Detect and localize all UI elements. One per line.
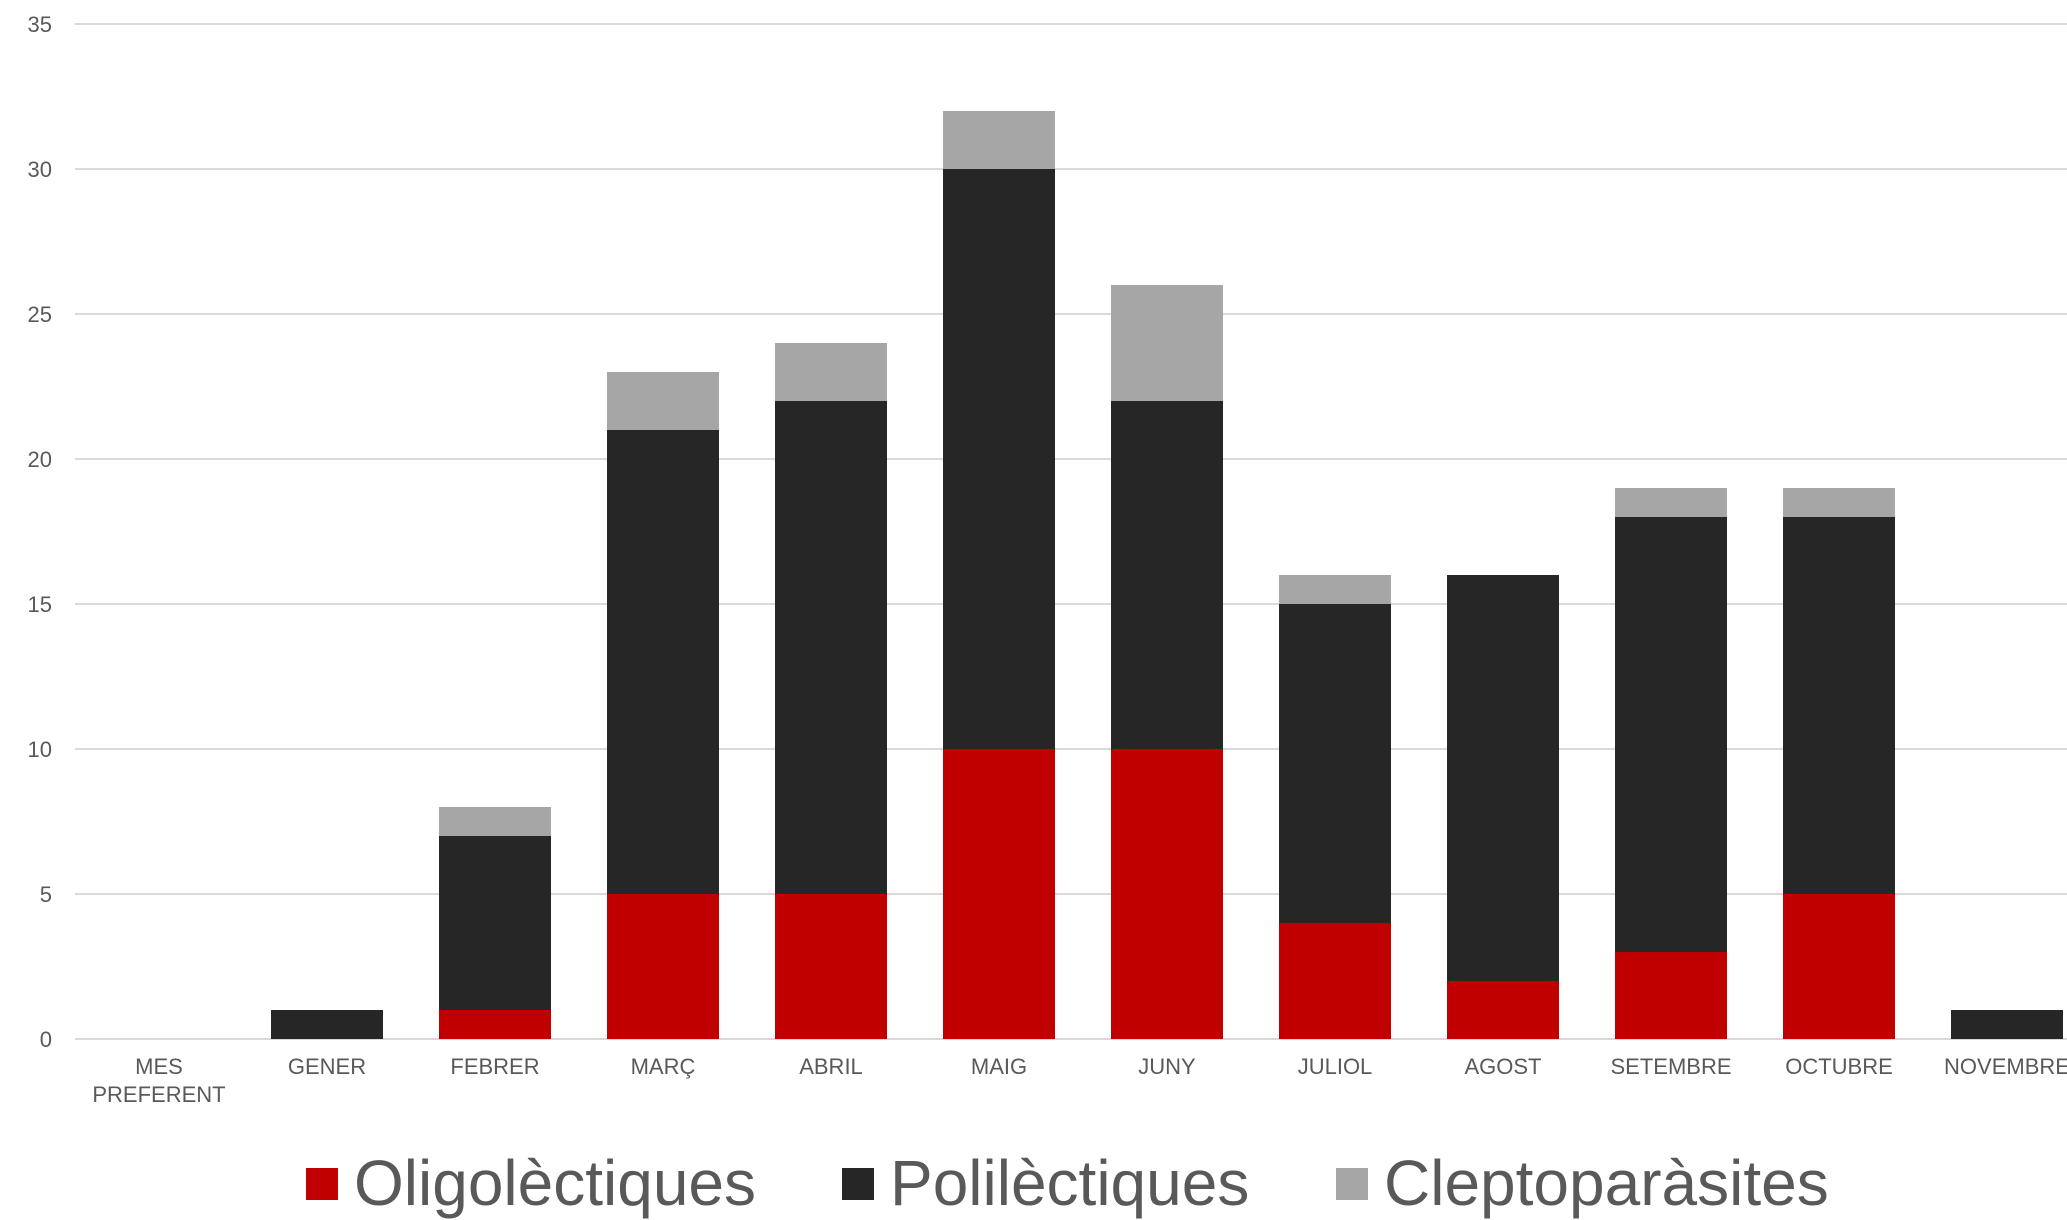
bar-segment	[1279, 604, 1391, 923]
x-tick-label: ABRIL	[799, 1054, 863, 1079]
x-tick-label: NOVEMBRE	[1944, 1054, 2067, 1079]
y-axis-ticks: 0 5 10 15 20 25 30 35	[28, 12, 52, 1052]
bar-segment	[439, 836, 551, 1010]
bar-segment	[1111, 401, 1223, 749]
y-tick-label: 10	[28, 737, 52, 762]
bar-segment	[271, 1010, 383, 1039]
y-tick-label: 35	[28, 12, 52, 37]
x-tick-label: MES PREFERENT	[92, 1054, 225, 1107]
legend-swatch	[842, 1168, 874, 1200]
bar-segment	[943, 749, 1055, 1039]
y-tick-label: 0	[40, 1027, 52, 1052]
bar-segment	[607, 372, 719, 430]
bar-segment	[1447, 981, 1559, 1039]
y-tick-label: 5	[40, 882, 52, 907]
legend-label: Oligolèctiques	[354, 1147, 756, 1219]
bar-segment	[1111, 749, 1223, 1039]
x-tick-label: FEBRER	[450, 1054, 539, 1079]
y-tick-label: 30	[28, 157, 52, 182]
bar-segment	[1615, 517, 1727, 952]
x-tick-label: SETEMBRE	[1610, 1054, 1731, 1079]
bar-segment	[1951, 1010, 2063, 1039]
x-tick-label: JUNY	[1138, 1054, 1196, 1079]
y-tick-label: 25	[28, 302, 52, 327]
legend-label: Cleptoparàsites	[1384, 1147, 1829, 1219]
bar-segment	[607, 894, 719, 1039]
bar-segment	[1279, 923, 1391, 1039]
legend-swatch	[306, 1168, 338, 1200]
x-tick-label: AGOST	[1464, 1054, 1541, 1079]
bar-segment	[1615, 488, 1727, 517]
bar-segment	[1279, 575, 1391, 604]
bar-segment	[1615, 952, 1727, 1039]
y-tick-label: 20	[28, 447, 52, 472]
y-tick-label: 15	[28, 592, 52, 617]
gridlines	[75, 23, 2067, 1040]
bar-segment	[1783, 517, 1895, 894]
bar-segment	[775, 894, 887, 1039]
bar-segment	[1783, 488, 1895, 517]
bar-segment	[775, 343, 887, 401]
bar-segment	[943, 169, 1055, 749]
legend: Oligolèctiques Polilèctiques Cleptoparàsit…	[306, 1147, 1829, 1219]
x-axis-ticks: MES PREFERENT GENER FEBRER MARÇ ABRIL MAIG JUNY…	[92, 1054, 2067, 1107]
bar-segment	[607, 430, 719, 894]
x-tick-label: MARÇ	[631, 1054, 696, 1079]
bar-segment	[439, 807, 551, 836]
legend-swatch	[1336, 1168, 1368, 1200]
bar-segment	[943, 111, 1055, 169]
bar-segment	[439, 1010, 551, 1039]
x-tick-label: MAIG	[971, 1054, 1027, 1079]
x-tick-label: OCTUBRE	[1785, 1054, 1893, 1079]
x-tick-label: GENER	[288, 1054, 366, 1079]
bar-segment	[775, 401, 887, 894]
x-tick-label: JULIOL	[1298, 1054, 1373, 1079]
bar-segment	[1111, 285, 1223, 401]
bar-segment	[1783, 894, 1895, 1039]
bar-segment	[1447, 575, 1559, 981]
legend-label: Polilèctiques	[890, 1147, 1249, 1219]
bars	[271, 111, 2063, 1039]
